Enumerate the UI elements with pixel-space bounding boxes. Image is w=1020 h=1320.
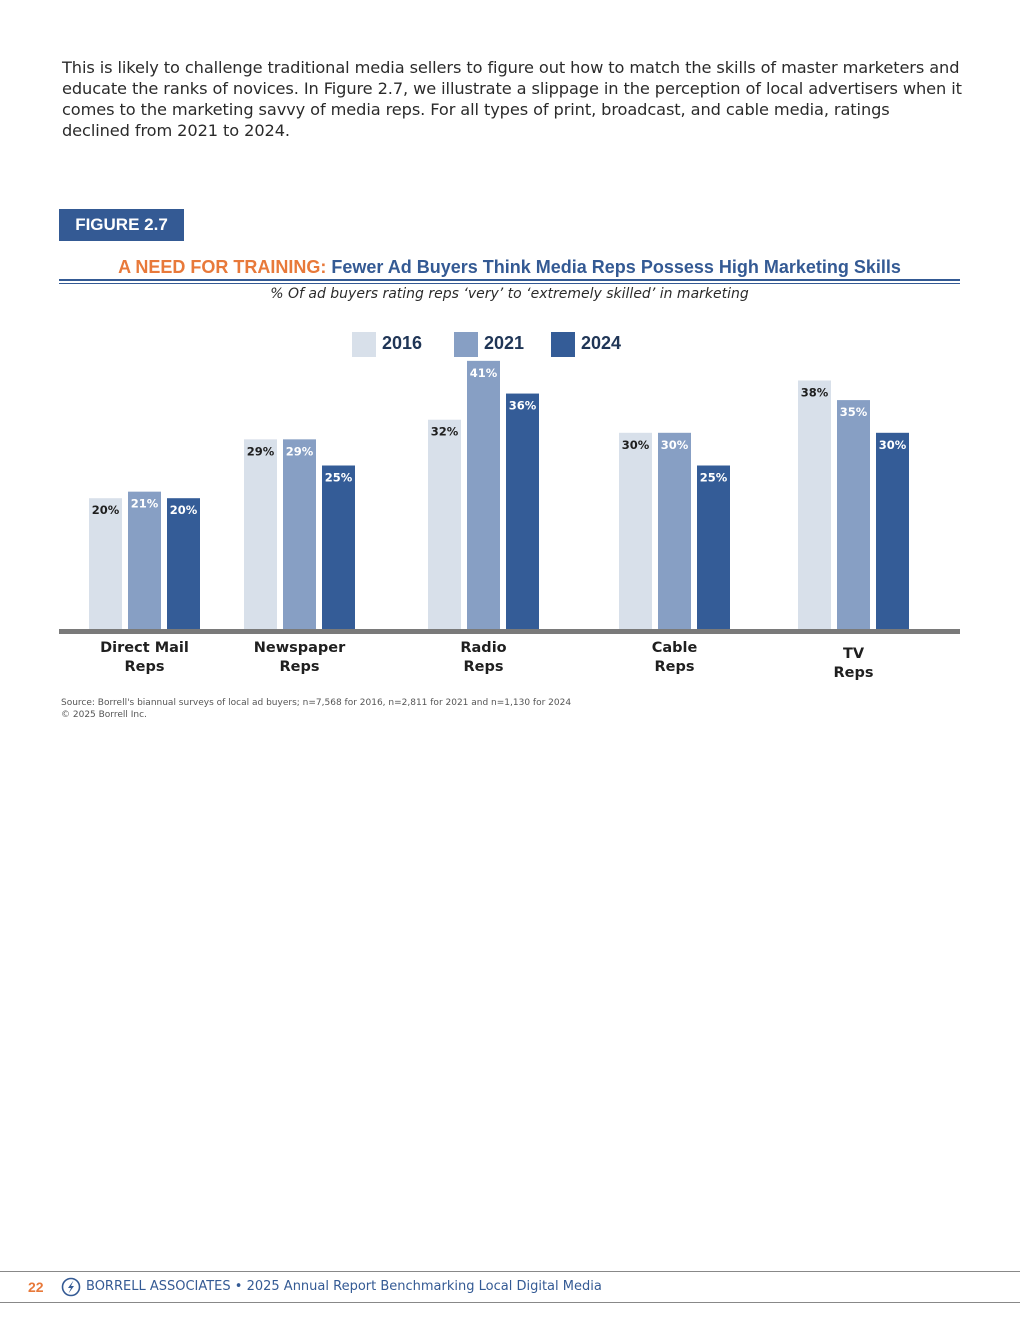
footer-rule-top	[0, 1271, 1020, 1272]
category-label-direct-mail: Direct Mail	[100, 640, 189, 656]
legend-label-2024: 2024	[581, 333, 622, 353]
bar-newspaper-2024	[322, 465, 355, 629]
chart-legend: 2016 2021 2024	[0, 331, 1020, 359]
data-label-radio-2024: 36%	[509, 399, 537, 413]
data-label-cable-2016: 30%	[622, 438, 650, 452]
category-label-tv-line2: Reps	[833, 665, 873, 681]
title-rule	[59, 279, 960, 281]
data-label-tv-2016: 38%	[801, 385, 829, 399]
borrell-logo-icon	[61, 1277, 81, 1297]
legend-label-2016: 2016	[382, 333, 423, 353]
bar-cable-2021	[658, 432, 691, 629]
category-label-cable-line2: Reps	[654, 659, 694, 675]
figure-title-prefix: A NEED FOR TRAINING:	[118, 257, 327, 277]
data-label-direct-mail-2024: 20%	[170, 503, 198, 517]
category-label-newspaper: Newspaper	[254, 640, 346, 656]
data-label-cable-2024: 25%	[700, 471, 728, 485]
data-label-newspaper-2021: 29%	[286, 444, 314, 458]
footer-text: BORRELL ASSOCIATES • 2025 Annual Report …	[86, 1279, 602, 1294]
data-label-radio-2021: 41%	[470, 366, 498, 380]
bar-tv-2016	[798, 380, 831, 629]
page-number: 22	[28, 1279, 44, 1295]
source-note: Source: Borrell's biannual surveys of lo…	[61, 697, 571, 721]
bar-direct-mail-2016	[89, 498, 122, 629]
category-label-tv: TV	[843, 646, 865, 662]
category-label-radio-line2: Reps	[463, 659, 503, 675]
footer-rule-bottom	[0, 1302, 1020, 1303]
bar-newspaper-2021	[283, 439, 316, 629]
data-label-direct-mail-2021: 21%	[131, 497, 159, 511]
data-label-direct-mail-2016: 20%	[92, 503, 120, 517]
data-label-newspaper-2024: 25%	[325, 471, 353, 485]
copyright-line: © 2025 Borrell Inc.	[61, 710, 147, 720]
legend-swatch-2016	[352, 332, 376, 357]
data-label-tv-2021: 35%	[840, 405, 868, 419]
category-label-newspaper-line2: Reps	[279, 659, 319, 675]
category-label-direct-mail-line2: Reps	[124, 659, 164, 675]
intro-paragraph: This is likely to challenge traditional …	[62, 58, 962, 140]
legend-swatch-2021	[454, 332, 478, 357]
source-line: Source: Borrell's biannual surveys of lo…	[61, 698, 572, 708]
bar-cable-2024	[697, 465, 730, 629]
data-label-radio-2016: 32%	[431, 425, 459, 439]
bar-newspaper-2016	[244, 439, 277, 629]
data-label-newspaper-2016: 29%	[247, 444, 275, 458]
bar-radio-2021	[467, 360, 500, 629]
category-label-radio: Radio	[460, 640, 506, 656]
bar-direct-mail-2021	[128, 491, 161, 629]
bar-radio-2024	[506, 393, 539, 629]
legend-label-2021: 2021	[484, 333, 525, 353]
bar-tv-2021	[837, 400, 870, 629]
bar-cable-2016	[619, 432, 652, 629]
bar-radio-2016	[428, 419, 461, 629]
bar-chart: 20% 21% 20% Direct Mail Reps 29% 29% 25% Newspap…	[59, 360, 960, 681]
bar-direct-mail-2024	[167, 498, 200, 629]
data-label-tv-2024: 30%	[879, 438, 907, 452]
x-axis-line	[59, 629, 960, 634]
legend-swatch-2024	[551, 332, 575, 357]
bar-tv-2024	[876, 432, 909, 629]
figure-title: A NEED FOR TRAINING: Fewer Ad Buyers Thi…	[59, 255, 960, 279]
figure-subtitle: % Of ad buyers rating reps ‘very’ to ‘ex…	[270, 286, 749, 302]
category-label-cable: Cable	[652, 640, 698, 656]
figure-title-main: Fewer Ad Buyers Think Media Reps Possess…	[331, 257, 901, 277]
title-rule-thin	[59, 283, 960, 284]
data-label-cable-2021: 30%	[661, 438, 689, 452]
page-footer: 22 BORRELL ASSOCIATES • 2025 Annual Repo…	[0, 1272, 1020, 1302]
figure-label: FIGURE 2.7	[59, 209, 184, 241]
